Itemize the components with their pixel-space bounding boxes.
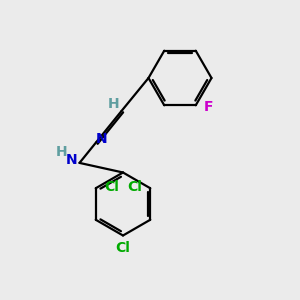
Text: Cl: Cl bbox=[104, 180, 119, 194]
Text: H: H bbox=[56, 146, 67, 159]
Text: Cl: Cl bbox=[127, 180, 142, 194]
Text: Cl: Cl bbox=[116, 241, 130, 255]
Text: H: H bbox=[107, 98, 119, 111]
Text: N: N bbox=[96, 132, 107, 146]
Text: N: N bbox=[65, 153, 77, 167]
Text: F: F bbox=[204, 100, 213, 114]
